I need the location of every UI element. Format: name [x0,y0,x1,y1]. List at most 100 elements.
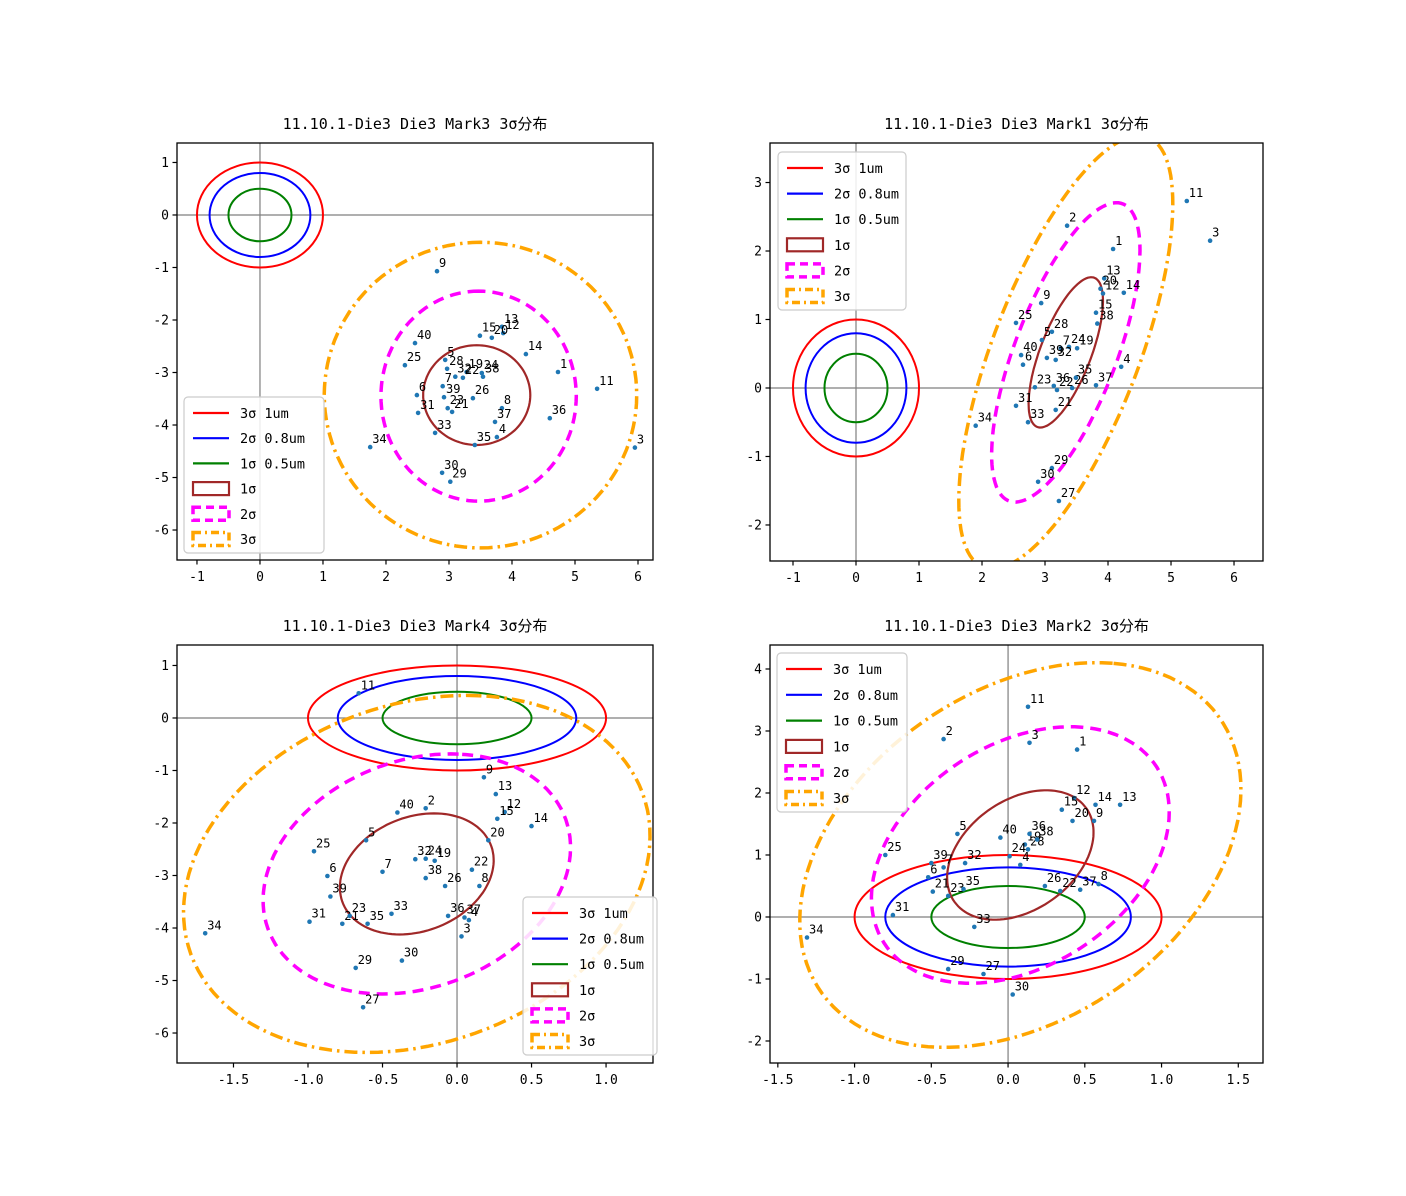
data-point-26 [1069,385,1075,391]
data-point-4 [494,434,500,440]
ref-circle-1sigma [381,690,533,746]
point-label-40: 40 [399,798,413,812]
data-point-9 [481,775,487,780]
point-label-37: 37 [497,407,511,421]
data-point-36 [547,415,553,421]
point-label-7: 7 [385,857,392,871]
point-label-14: 14 [1126,278,1140,292]
data-point-30 [1010,992,1015,997]
x-tick-label: 5 [1167,571,1175,586]
point-label-27: 27 [986,959,1000,973]
point-label-19: 19 [437,846,451,860]
point-label-24: 24 [1012,841,1026,855]
data-point-27 [981,971,986,977]
point-label-11: 11 [1189,186,1203,200]
data-point-26 [470,395,476,401]
data-point-39 [1044,355,1050,361]
data-point-3 [632,445,638,450]
point-label-3: 3 [1212,226,1219,240]
x-tick-label: -1.0 [292,1073,323,1088]
point-label-15: 15 [1064,795,1078,809]
ref-circle-3sigma [195,161,324,269]
data-point-12 [1100,291,1106,296]
y-tick-label: -4 [153,419,169,434]
point-label-2: 2 [946,724,953,738]
data-point-5 [442,357,448,363]
point-label-2: 2 [428,793,435,807]
data-point-34 [973,423,978,429]
point-label-31: 31 [1018,391,1032,405]
legend-sample-rect [530,982,570,998]
fit-ellipse-3sigma [181,693,652,1055]
data-point-30 [1035,479,1041,485]
data-point-29 [353,965,359,971]
ref-circle-2sigma [208,171,312,258]
legend-label: 3σ 1um [834,161,883,177]
point-label-21: 21 [1058,395,1072,409]
data-point-27 [1056,498,1062,504]
axes-box [769,644,1264,1064]
point-label-19: 19 [1079,333,1093,347]
data-point-33 [972,924,977,930]
point-label-36: 36 [1032,819,1046,833]
point-label-25: 25 [316,836,330,850]
point-label-30: 30 [1015,980,1029,994]
point-label-5: 5 [368,825,375,839]
axes-box [176,142,654,561]
point-label-40: 40 [1002,823,1016,837]
data-point-7 [941,865,946,870]
point-label-26: 26 [447,871,461,885]
point-label-38: 38 [1099,309,1113,323]
point-label-11: 11 [361,678,375,692]
fit-ellipse-1sigma [338,812,495,936]
point-label-6: 6 [930,862,937,876]
data-point-15 [1059,807,1065,812]
y-tick-label: -2 [153,816,169,831]
data-point-6 [325,873,330,879]
scatter-points: 1234567891112131415192021222324252627282… [804,692,1137,997]
data-point-31 [415,410,421,416]
point-label-4: 4 [499,422,506,436]
y-tick-label: -5 [153,974,169,989]
data-point-38 [480,374,486,380]
data-point-28 [1049,329,1055,335]
legend-mark1: 3σ 1um 2σ 0.8um 1σ 0.5um 1σ 2σ 3σ [777,151,907,311]
point-label-19: 19 [469,357,483,371]
x-tick-label: 0.5 [520,1073,543,1088]
data-point-25 [883,852,888,858]
legend-box [522,896,658,1056]
data-point-34 [804,935,810,940]
x-tick-label: 0.0 [445,1073,468,1088]
legend-label: 2σ [834,263,850,279]
data-point-7 [440,383,446,389]
ref-circle-1sigma [227,187,293,243]
legend-label: 3σ 1um [240,406,289,422]
legend-sample-rect [530,1007,570,1024]
data-point-30 [399,958,405,963]
legend-label: 3σ 1um [833,662,882,678]
point-label-5: 5 [447,345,454,359]
y-tick-label: 2 [754,245,762,260]
x-tick-label: -1.5 [762,1073,793,1088]
point-label-9: 9 [439,256,446,270]
fit-ellipse-3sigma [322,240,639,550]
data-point-13 [493,791,499,797]
data-point-11 [1025,704,1031,710]
y-tick-label: -4 [153,922,169,937]
point-label-15: 15 [499,804,513,818]
point-label-6: 6 [1025,350,1032,364]
ref-circle-2sigma [804,332,908,444]
y-tick-label: 4 [754,662,762,677]
data-point-19 [1074,346,1080,351]
data-point-28 [444,366,450,372]
data-point-25 [311,849,317,854]
point-label-12: 12 [507,797,521,811]
data-point-33 [1025,419,1031,425]
point-label-35: 35 [477,430,491,444]
x-tick-label: -0.5 [916,1073,947,1088]
data-point-39 [328,894,333,899]
point-label-7: 7 [445,371,452,385]
data-point-40 [1018,352,1024,358]
data-point-14 [523,351,529,357]
